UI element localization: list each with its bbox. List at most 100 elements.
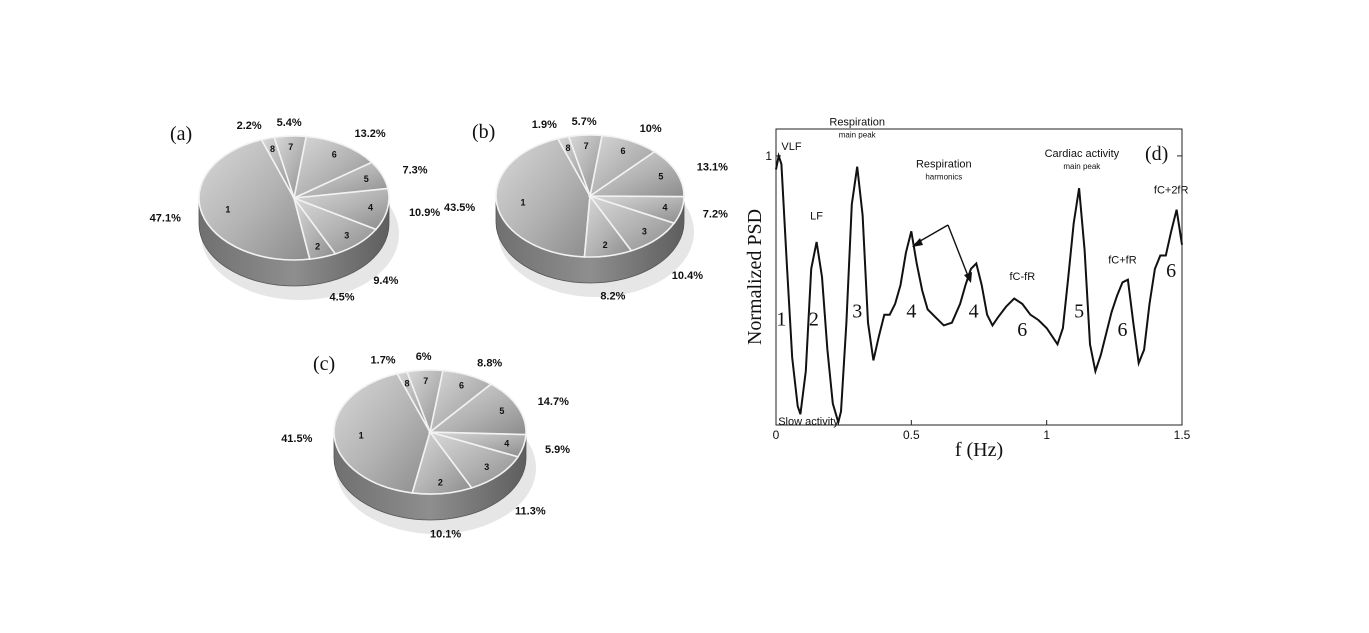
pie-slice-index: 6 <box>620 146 625 156</box>
x-tick-label: 0 <box>773 428 780 442</box>
pie-slice-index: 4 <box>504 438 509 448</box>
y-axis-title: Normalized PSD <box>744 209 766 345</box>
pie-slice-percent: 10.4% <box>672 270 703 282</box>
pie-slice-index: 3 <box>642 226 647 236</box>
pie-slice-percent: 41.5% <box>281 433 312 445</box>
pie-chart-b: 1 43.5% 2 8.2% 3 10.4% 4 7.2% 5 13.1% 6 10% 7 5.7% 8 1.… <box>444 116 728 302</box>
pie-slice-1 <box>495 137 591 258</box>
annotation-label: fC-fR <box>1009 271 1035 283</box>
panel-label-b: (b) <box>472 121 495 143</box>
pie-slice-percent: 1.7% <box>371 354 396 366</box>
pie-slice-percent: 1.9% <box>532 119 557 131</box>
annotation-sublabel: main peak <box>1063 162 1101 171</box>
band-number: 2 <box>809 308 819 330</box>
annotation-label: Respiration <box>916 159 972 171</box>
pie-slice-8 <box>395 370 431 433</box>
pie-slice-8 <box>556 135 591 197</box>
psd-series-line <box>775 152 1183 427</box>
pie-slice-index: 1 <box>521 197 526 207</box>
pie-slice-percent: 6% <box>416 351 432 363</box>
band-number: 5 <box>1074 300 1084 322</box>
pie-slice-percent: 10.1% <box>430 528 461 540</box>
band-number: 4 <box>906 300 916 322</box>
pie-slice-percent: 14.7% <box>538 396 569 408</box>
pie-slice-percent: 7.2% <box>703 208 728 220</box>
annotation-sublabel: harmonics <box>925 173 962 182</box>
arrowhead-left <box>912 238 923 247</box>
pie-slice-index: 7 <box>288 142 293 152</box>
pie-slice-5 <box>587 150 685 198</box>
band-number: 6 <box>1017 319 1027 341</box>
pie-slice-index: 6 <box>459 380 464 390</box>
panel-label-d: (d) <box>1145 143 1168 165</box>
pie-slice-index: 1 <box>359 431 364 441</box>
pie-slice-percent: 5.9% <box>545 444 570 456</box>
pie-slice-percent: 43.5% <box>444 202 475 214</box>
band-number: 1 <box>776 308 786 330</box>
arrow-line-right <box>947 224 969 277</box>
pie-slice-5 <box>427 383 527 436</box>
pie-slice-1 <box>198 138 311 261</box>
pie-slice-index: 7 <box>423 376 428 386</box>
arrowhead-right <box>964 272 972 283</box>
psd-line-chart: 0 0.5 1 1.5 1 VLF Slow activity LF Respiration m… <box>744 116 1191 461</box>
pie-slice-index: 4 <box>662 203 667 213</box>
pie-slice-index: 2 <box>315 241 320 251</box>
pie-slice-index: 1 <box>225 204 230 214</box>
x-tick-label: 1.5 <box>1174 428 1191 442</box>
band-number: 6 <box>1166 260 1176 282</box>
psd-annotations: VLF Slow activity LF Respiration main peak Re… <box>776 116 1188 428</box>
pie-slice-index: 5 <box>364 174 369 184</box>
pie-slice-index: 2 <box>603 240 608 250</box>
panel-label-c: (c) <box>313 353 335 375</box>
pie-slice-index: 3 <box>344 230 349 240</box>
x-tick-label: 0.5 <box>903 428 920 442</box>
plot-frame <box>775 128 1183 426</box>
pie-slice-index: 8 <box>405 378 410 388</box>
pie-slice-percent: 2.2% <box>237 120 262 132</box>
respiration-harmonics-arrows <box>912 224 972 283</box>
pie-slice-index: 8 <box>270 144 275 154</box>
pie-slice-index: 2 <box>438 477 443 487</box>
band-number: 4 <box>969 300 979 322</box>
band-number: 6 <box>1117 319 1127 341</box>
pie-chart-a: 1 47.1% 2 4.5% 3 9.4% 4 10.9% 5 7.3% 6 13.2% 7 5.4% 8 2… <box>150 117 441 303</box>
pie-slice-3 <box>427 430 520 489</box>
band-number: 3 <box>852 300 862 322</box>
annotation-label: fC+fR <box>1108 255 1136 267</box>
pie-slice-percent: 7.3% <box>402 165 427 177</box>
panel-label-a: (a) <box>170 123 192 145</box>
pie-slice-percent: 13.1% <box>697 162 728 174</box>
annotation-label: Cardiac activity <box>1045 148 1120 160</box>
pie-slice-index: 3 <box>484 462 489 472</box>
pie-slice-index: 5 <box>658 171 663 181</box>
pie-slice-index: 7 <box>584 141 589 151</box>
pie-slice-index: 6 <box>332 149 337 159</box>
pie-slice-6 <box>292 135 374 200</box>
x-tick-label: 1 <box>1043 428 1050 442</box>
pie-slice-percent: 9.4% <box>373 275 398 287</box>
pie-slice-percent: 8.2% <box>600 291 625 303</box>
pie-slice-4 <box>293 187 390 231</box>
annotation-label: Slow activity <box>778 416 839 428</box>
annotation-label: fC+2fR <box>1154 185 1189 197</box>
pie-charts: 1 47.1% 2 4.5% 3 9.4% 4 10.9% 5 7.3% 6 13.2% 7 5.4% 8 2… <box>150 116 728 540</box>
pie-slice-percent: 10.9% <box>409 207 440 219</box>
pie-slice-8 <box>260 136 295 199</box>
x-axis-title: f (Hz) <box>955 439 1003 461</box>
pie-slice-index: 4 <box>368 203 373 213</box>
pie-slice-percent: 10% <box>640 123 662 135</box>
annotation-label: LF <box>810 210 823 222</box>
pie-slice-percent: 4.5% <box>330 291 355 303</box>
pie-slice-1 <box>333 372 431 494</box>
pie-slice-percent: 47.1% <box>150 212 181 224</box>
pie-slice-percent: 5.7% <box>572 116 597 128</box>
annotation-label: Respiration <box>829 116 885 128</box>
annotation-label: VLF <box>781 141 801 153</box>
psd-ticks: 0 0.5 1 1.5 1 <box>765 149 1190 442</box>
pie-slice-index: 5 <box>499 406 504 416</box>
pie-slice-percent: 5.4% <box>277 117 302 129</box>
pie-slice-percent: 11.3% <box>515 506 546 518</box>
pie-chart-c: 1 41.5% 2 10.1% 3 11.3% 4 5.9% 5 14.7% 6 8.8% 7 6% 8 1.… <box>281 351 570 540</box>
